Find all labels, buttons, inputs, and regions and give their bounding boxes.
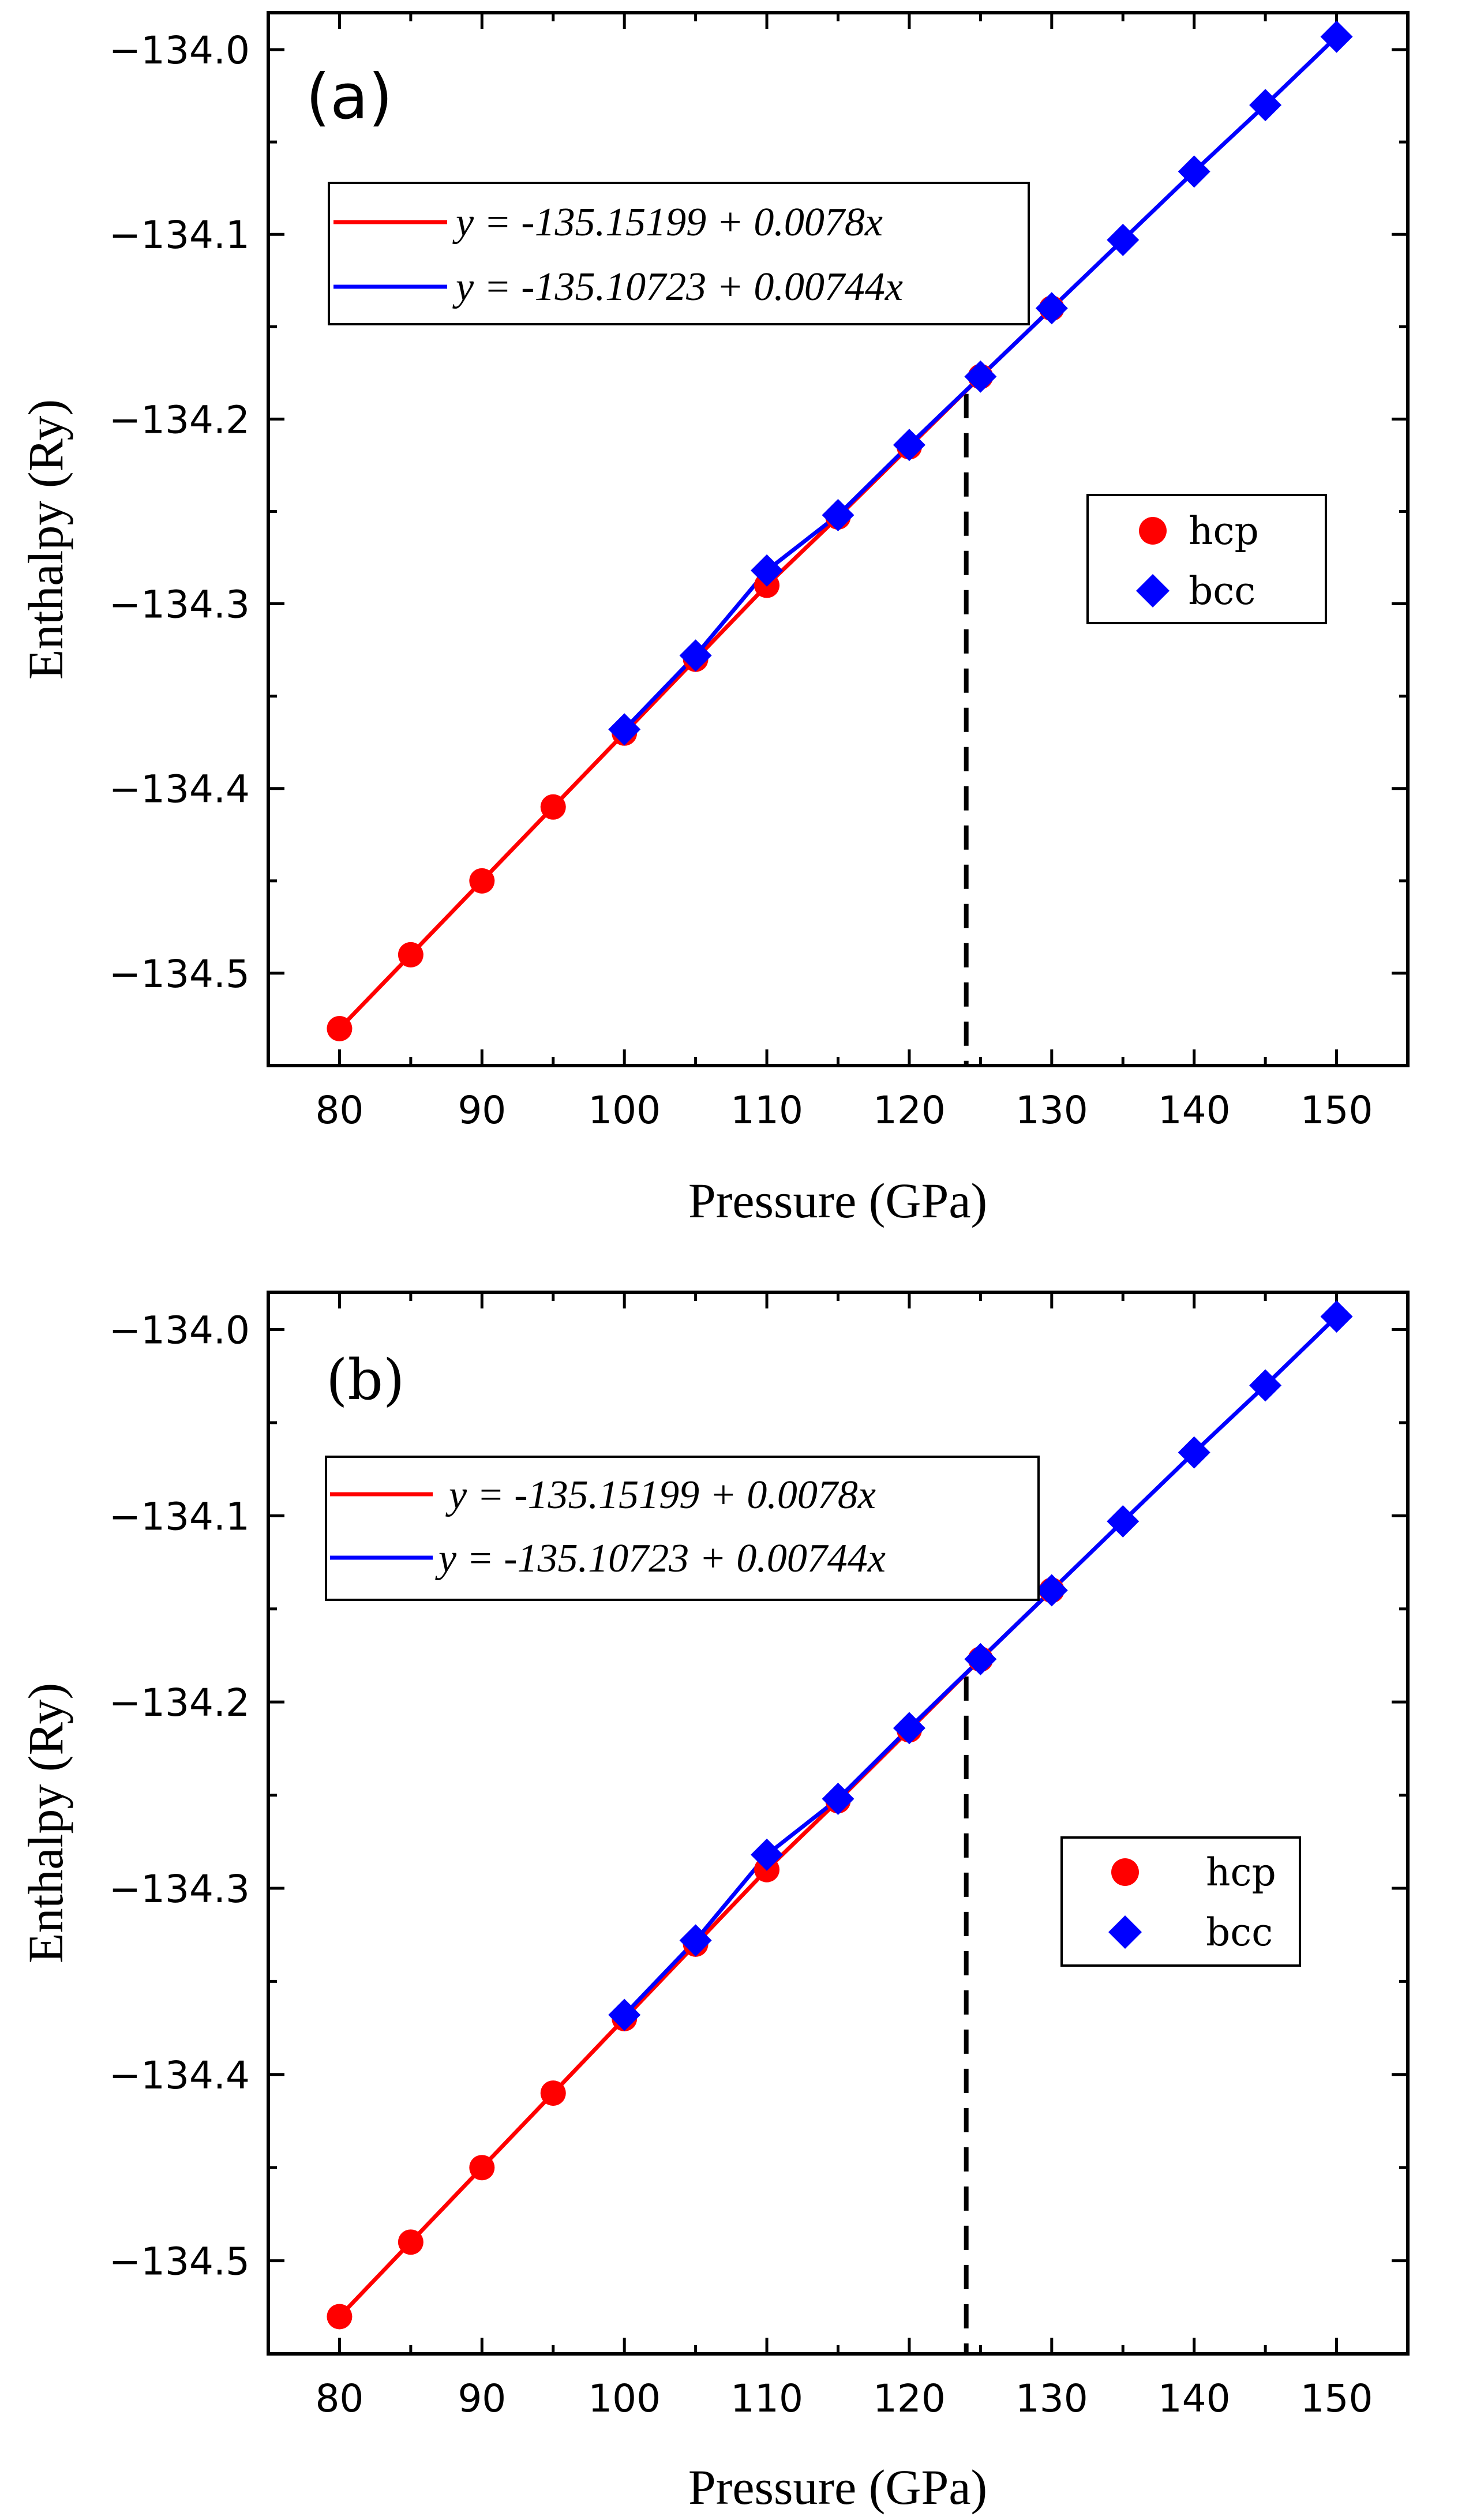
y-tick-labels: −134.5 −134.4 −134.3 −134.2 −134.1 −134.0 xyxy=(109,1308,250,2284)
hcp-point xyxy=(327,2304,353,2330)
bcc-point xyxy=(1320,20,1353,53)
legend-bcc-marker xyxy=(1108,1915,1142,1949)
hcp-point xyxy=(327,1015,353,1041)
fit-legend: y = -135.15199 + 0.0078x y = -135.10723 … xyxy=(325,1456,1040,1601)
x-tick-labels: 80 90 100 110 120 130 140 150 xyxy=(315,2376,1373,2421)
fit-legend-red-equation: y = -135.15199 + 0.0078x xyxy=(445,1473,876,1517)
bcc-point xyxy=(1178,1436,1210,1469)
bcc-point xyxy=(1035,292,1068,325)
x-tick-label: 120 xyxy=(873,2376,946,2421)
fit-legend: y = -135.15199 + 0.0078x y = -135.10723 … xyxy=(328,182,1030,325)
x-tick-label: 140 xyxy=(1158,2376,1231,2421)
y-axis-title: Enthalpy (Ry) xyxy=(18,1683,73,1963)
panel-b: 80 90 100 110 120 130 140 150 −134.5−134.4−134.… xyxy=(18,1291,1410,2515)
x-tick-label: 110 xyxy=(730,2376,803,2421)
fit-legend-blue-equation: y = -135.10723 + 0.00744x xyxy=(435,1536,886,1581)
x-tick-label: 80 xyxy=(315,1088,363,1132)
fit-legend-red-equation: y = -135.15199 + 0.0078x xyxy=(452,200,883,245)
y-tick-label: −134.2 xyxy=(109,397,250,442)
y-tick-labels: −134.5 −134.4 −134.3 −134.2 −134.1 −134.0 xyxy=(109,28,250,996)
bcc-point xyxy=(893,1712,925,1745)
x-tick-label: 140 xyxy=(1158,1088,1231,1132)
y-tick-label: −134.1 xyxy=(109,1494,250,1539)
hcp-point xyxy=(398,942,423,967)
y-tick-label: −134.4 xyxy=(109,2053,250,2098)
bcc-point xyxy=(608,1998,641,2031)
legend-hcp-marker xyxy=(1139,517,1167,545)
fit-legend-box xyxy=(325,1456,1040,1601)
x-tick-label: 110 xyxy=(730,1088,803,1132)
y-tick-label: −134.4 xyxy=(109,767,250,812)
x-axis-title: Pressure (GPa) xyxy=(688,1173,987,1228)
bcc-point xyxy=(679,639,712,672)
bcc-point xyxy=(1035,1574,1068,1607)
bcc-point xyxy=(964,360,997,393)
hcp-point xyxy=(540,794,566,820)
bcc-point xyxy=(1107,1505,1140,1538)
x-tick-label: 130 xyxy=(1015,1088,1088,1132)
x-tick-label: 150 xyxy=(1300,1088,1373,1132)
x-tick-label: 90 xyxy=(458,1088,506,1132)
x-axis-title: Pressure (GPa) xyxy=(688,2459,987,2515)
y-tick-label: −134.5 xyxy=(109,952,250,996)
bcc-point xyxy=(608,713,641,746)
bcc-point xyxy=(893,429,925,462)
y-tick-label: −134.0 xyxy=(109,1308,250,1353)
bcc-point xyxy=(1249,1369,1282,1402)
legend-hcp-label: hcp xyxy=(1189,509,1259,553)
hcp-point xyxy=(540,2080,566,2106)
x-tick-label: 80 xyxy=(315,2376,363,2421)
x-tick-label: 100 xyxy=(588,2376,661,2421)
panel-label: (b) xyxy=(326,1348,404,1412)
x-tick-label: 130 xyxy=(1015,2376,1088,2421)
bcc-point xyxy=(822,1783,854,1816)
hcp-point xyxy=(469,2155,495,2181)
x-tick-label: 150 xyxy=(1300,2376,1373,2421)
x-tick-label: 120 xyxy=(873,1088,946,1132)
y-tick-label: −134.1 xyxy=(109,213,250,257)
phase-legend-box xyxy=(1086,494,1327,624)
bcc-point xyxy=(1249,89,1282,122)
panel-a: 80 90 100 110 120 130 140 150 −134.5−134.4−134.… xyxy=(18,11,1410,1228)
y-tick-label: −134.2 xyxy=(109,1681,250,1725)
ticks xyxy=(268,1292,1408,2354)
plot-frame xyxy=(267,1291,1410,2356)
x-tick-labels: 80 90 100 110 120 130 140 150 xyxy=(315,1088,1373,1132)
fit-legend-box xyxy=(328,182,1030,325)
bcc-point xyxy=(1107,223,1140,256)
bcc-point xyxy=(964,1642,997,1675)
phase-legend-box xyxy=(1060,1836,1301,1967)
legend-hcp-marker xyxy=(1111,1858,1139,1886)
legend-bcc-label: bcc xyxy=(1206,1910,1273,1955)
y-tick-label: −134.0 xyxy=(109,28,250,73)
panel-label: (a) xyxy=(306,61,392,133)
bcc-point xyxy=(751,554,784,587)
legend-bcc-label: bcc xyxy=(1189,569,1255,613)
data-markers xyxy=(327,1300,1353,2330)
legend-hcp-label: hcp xyxy=(1206,1850,1276,1895)
bcc-point xyxy=(751,1838,784,1871)
bcc-point xyxy=(822,498,854,531)
bcc-point xyxy=(1320,1300,1353,1333)
hcp-point xyxy=(398,2229,423,2255)
y-tick-label: −134.3 xyxy=(109,583,250,627)
hcp-point xyxy=(469,868,495,894)
bcc-point xyxy=(679,1924,712,1957)
y-tick-label: −134.3 xyxy=(109,1867,250,1911)
legend-bcc-marker xyxy=(1136,574,1170,608)
phase-legend: hcp bcc xyxy=(1086,494,1327,624)
y-tick-label: −134.5 xyxy=(109,2240,250,2284)
data-markers xyxy=(327,20,1353,1041)
fit-legend-blue-equation: y = -135.10723 + 0.00744x xyxy=(452,265,903,309)
x-tick-label: 90 xyxy=(458,2376,506,2421)
x-tick-label: 100 xyxy=(588,1088,661,1132)
bcc-point xyxy=(1178,155,1210,188)
phase-legend: hcp bcc xyxy=(1060,1836,1301,1967)
y-axis-title: Enthalpy (Ry) xyxy=(18,399,73,680)
ticks xyxy=(268,13,1408,1066)
